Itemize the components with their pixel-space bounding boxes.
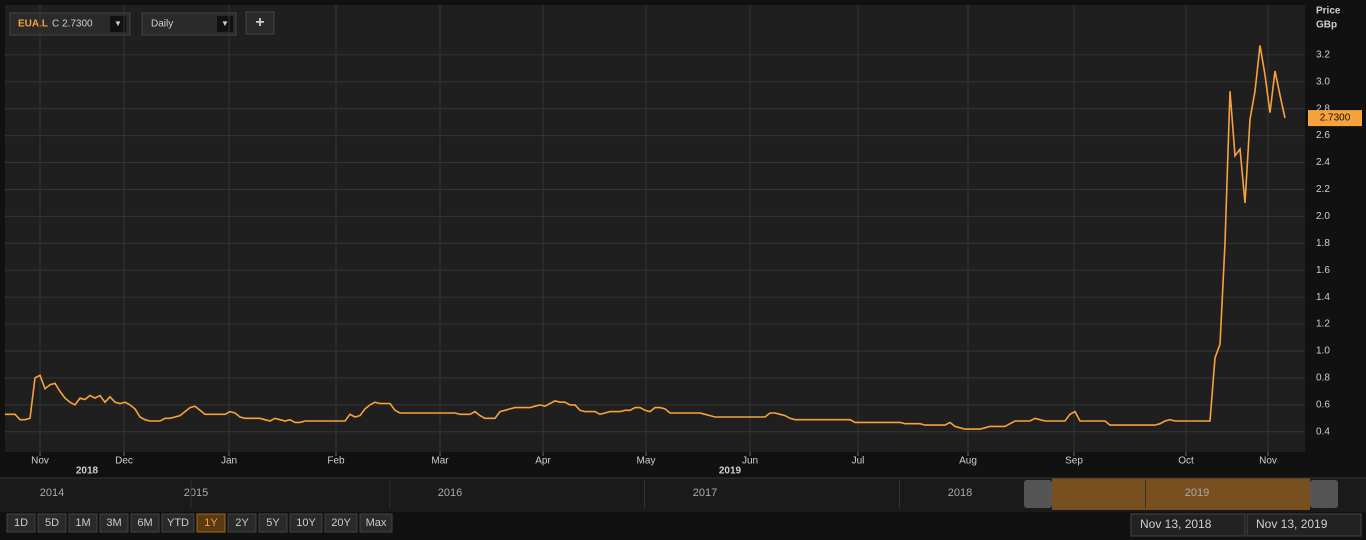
x-tick-label: Oct (1178, 456, 1194, 467)
range-label: 2Y (235, 517, 249, 529)
range-label: Max (366, 517, 387, 529)
y-tick-label: 1.2 (1316, 319, 1330, 330)
y-tick-label: 2.2 (1316, 184, 1330, 195)
x-tick-label: Nov (31, 456, 49, 467)
price-line (5, 45, 1286, 430)
navigator-year: 2019 (1185, 487, 1209, 499)
add-button[interactable] (245, 11, 275, 35)
navigator-handle[interactable] (1024, 480, 1052, 508)
y-tick-label: 1.4 (1316, 292, 1330, 303)
date-to: Nov 13, 2019 (1256, 517, 1328, 531)
range-button[interactable] (161, 513, 195, 533)
y-tick-label: 2.6 (1316, 130, 1330, 141)
range-label: 5D (45, 517, 59, 529)
x-tick-label: Jun (742, 456, 758, 467)
range-label: 6M (137, 517, 152, 529)
range-button[interactable] (68, 513, 98, 533)
range-label: 3M (106, 517, 121, 529)
range-label: 10Y (296, 517, 316, 529)
interval: Daily (151, 19, 173, 30)
dropdown-arrow: ▼ (114, 19, 122, 28)
range-label: 1Y (204, 517, 218, 529)
y-tick-label: 0.8 (1316, 373, 1330, 384)
y-tick-label: 2.0 (1316, 211, 1330, 222)
range-button[interactable] (99, 513, 129, 533)
x-tick-label: Aug (959, 456, 977, 467)
navigator-window[interactable] (1052, 478, 1310, 510)
date-from-box[interactable] (1130, 513, 1246, 537)
year-label: 2019 (719, 466, 742, 477)
x-tick-label: Jan (221, 456, 237, 467)
navigator-year: 2016 (438, 487, 462, 499)
last-price-tag (1308, 110, 1362, 127)
y-tick-label: 3.0 (1316, 76, 1330, 87)
x-tick-label: Mar (431, 456, 449, 467)
symbol: EUA.L (18, 19, 48, 30)
plot-area (5, 5, 1305, 452)
x-tick-label: Nov (1259, 456, 1277, 467)
range-button[interactable] (258, 513, 288, 533)
navigator-year: 2017 (693, 487, 717, 499)
x-tick-label: Dec (115, 456, 133, 467)
year-label: 2018 (76, 466, 99, 477)
close-label: C 2.7300 (52, 19, 93, 30)
y-tick-label: 1.6 (1316, 265, 1330, 276)
dropdown-arrow: ▼ (221, 19, 229, 28)
interval-box[interactable] (141, 12, 237, 36)
range-label: YTD (167, 517, 189, 529)
navigator-year: 2018 (948, 487, 972, 499)
y-tick-label: 3.2 (1316, 49, 1330, 60)
x-tick-label: Apr (535, 456, 551, 467)
range-label: 1D (14, 517, 28, 529)
y-tick-label: 0.6 (1316, 400, 1330, 411)
range-button[interactable] (37, 513, 67, 533)
grid (5, 5, 1305, 452)
x-tick-label: Feb (327, 456, 345, 467)
y-axis-title: Price (1316, 6, 1341, 17)
range-button[interactable] (227, 513, 257, 533)
last-price-label: 2.7300 (1320, 113, 1351, 124)
range-button[interactable] (359, 513, 393, 533)
navigator-year: 2015 (184, 487, 208, 499)
y-tick-label: 1.0 (1316, 346, 1330, 357)
plus-icon: + (255, 14, 264, 31)
navigator-year: 2014 (40, 487, 64, 499)
date-to-box[interactable] (1246, 513, 1362, 537)
range-button[interactable] (289, 513, 323, 533)
dropdown[interactable] (110, 16, 126, 32)
range-label: 1M (75, 517, 90, 529)
navigator-handle[interactable] (1310, 480, 1338, 508)
y-axis-unit: GBp (1316, 20, 1337, 31)
range-button[interactable] (196, 513, 226, 533)
range-button[interactable] (6, 513, 36, 533)
y-tick-label: 1.8 (1316, 238, 1330, 249)
x-tick-label: Sep (1065, 456, 1083, 467)
range-button[interactable] (324, 513, 358, 533)
x-tick-label: May (637, 456, 656, 467)
range-label: 5Y (266, 517, 280, 529)
y-tick-label: 0.4 (1316, 426, 1330, 437)
toolbar: EUA.L C 2.7300 ▼ Daily ▼ + (9, 11, 275, 36)
range-button[interactable] (130, 513, 160, 533)
marks (5, 45, 1286, 430)
y-tick-label: 2.8 (1316, 103, 1330, 114)
x-tick-label: Jul (852, 456, 865, 467)
date-from: Nov 13, 2018 (1140, 517, 1212, 531)
y-tick-label: 2.4 (1316, 157, 1330, 168)
range-label: 20Y (331, 517, 351, 529)
